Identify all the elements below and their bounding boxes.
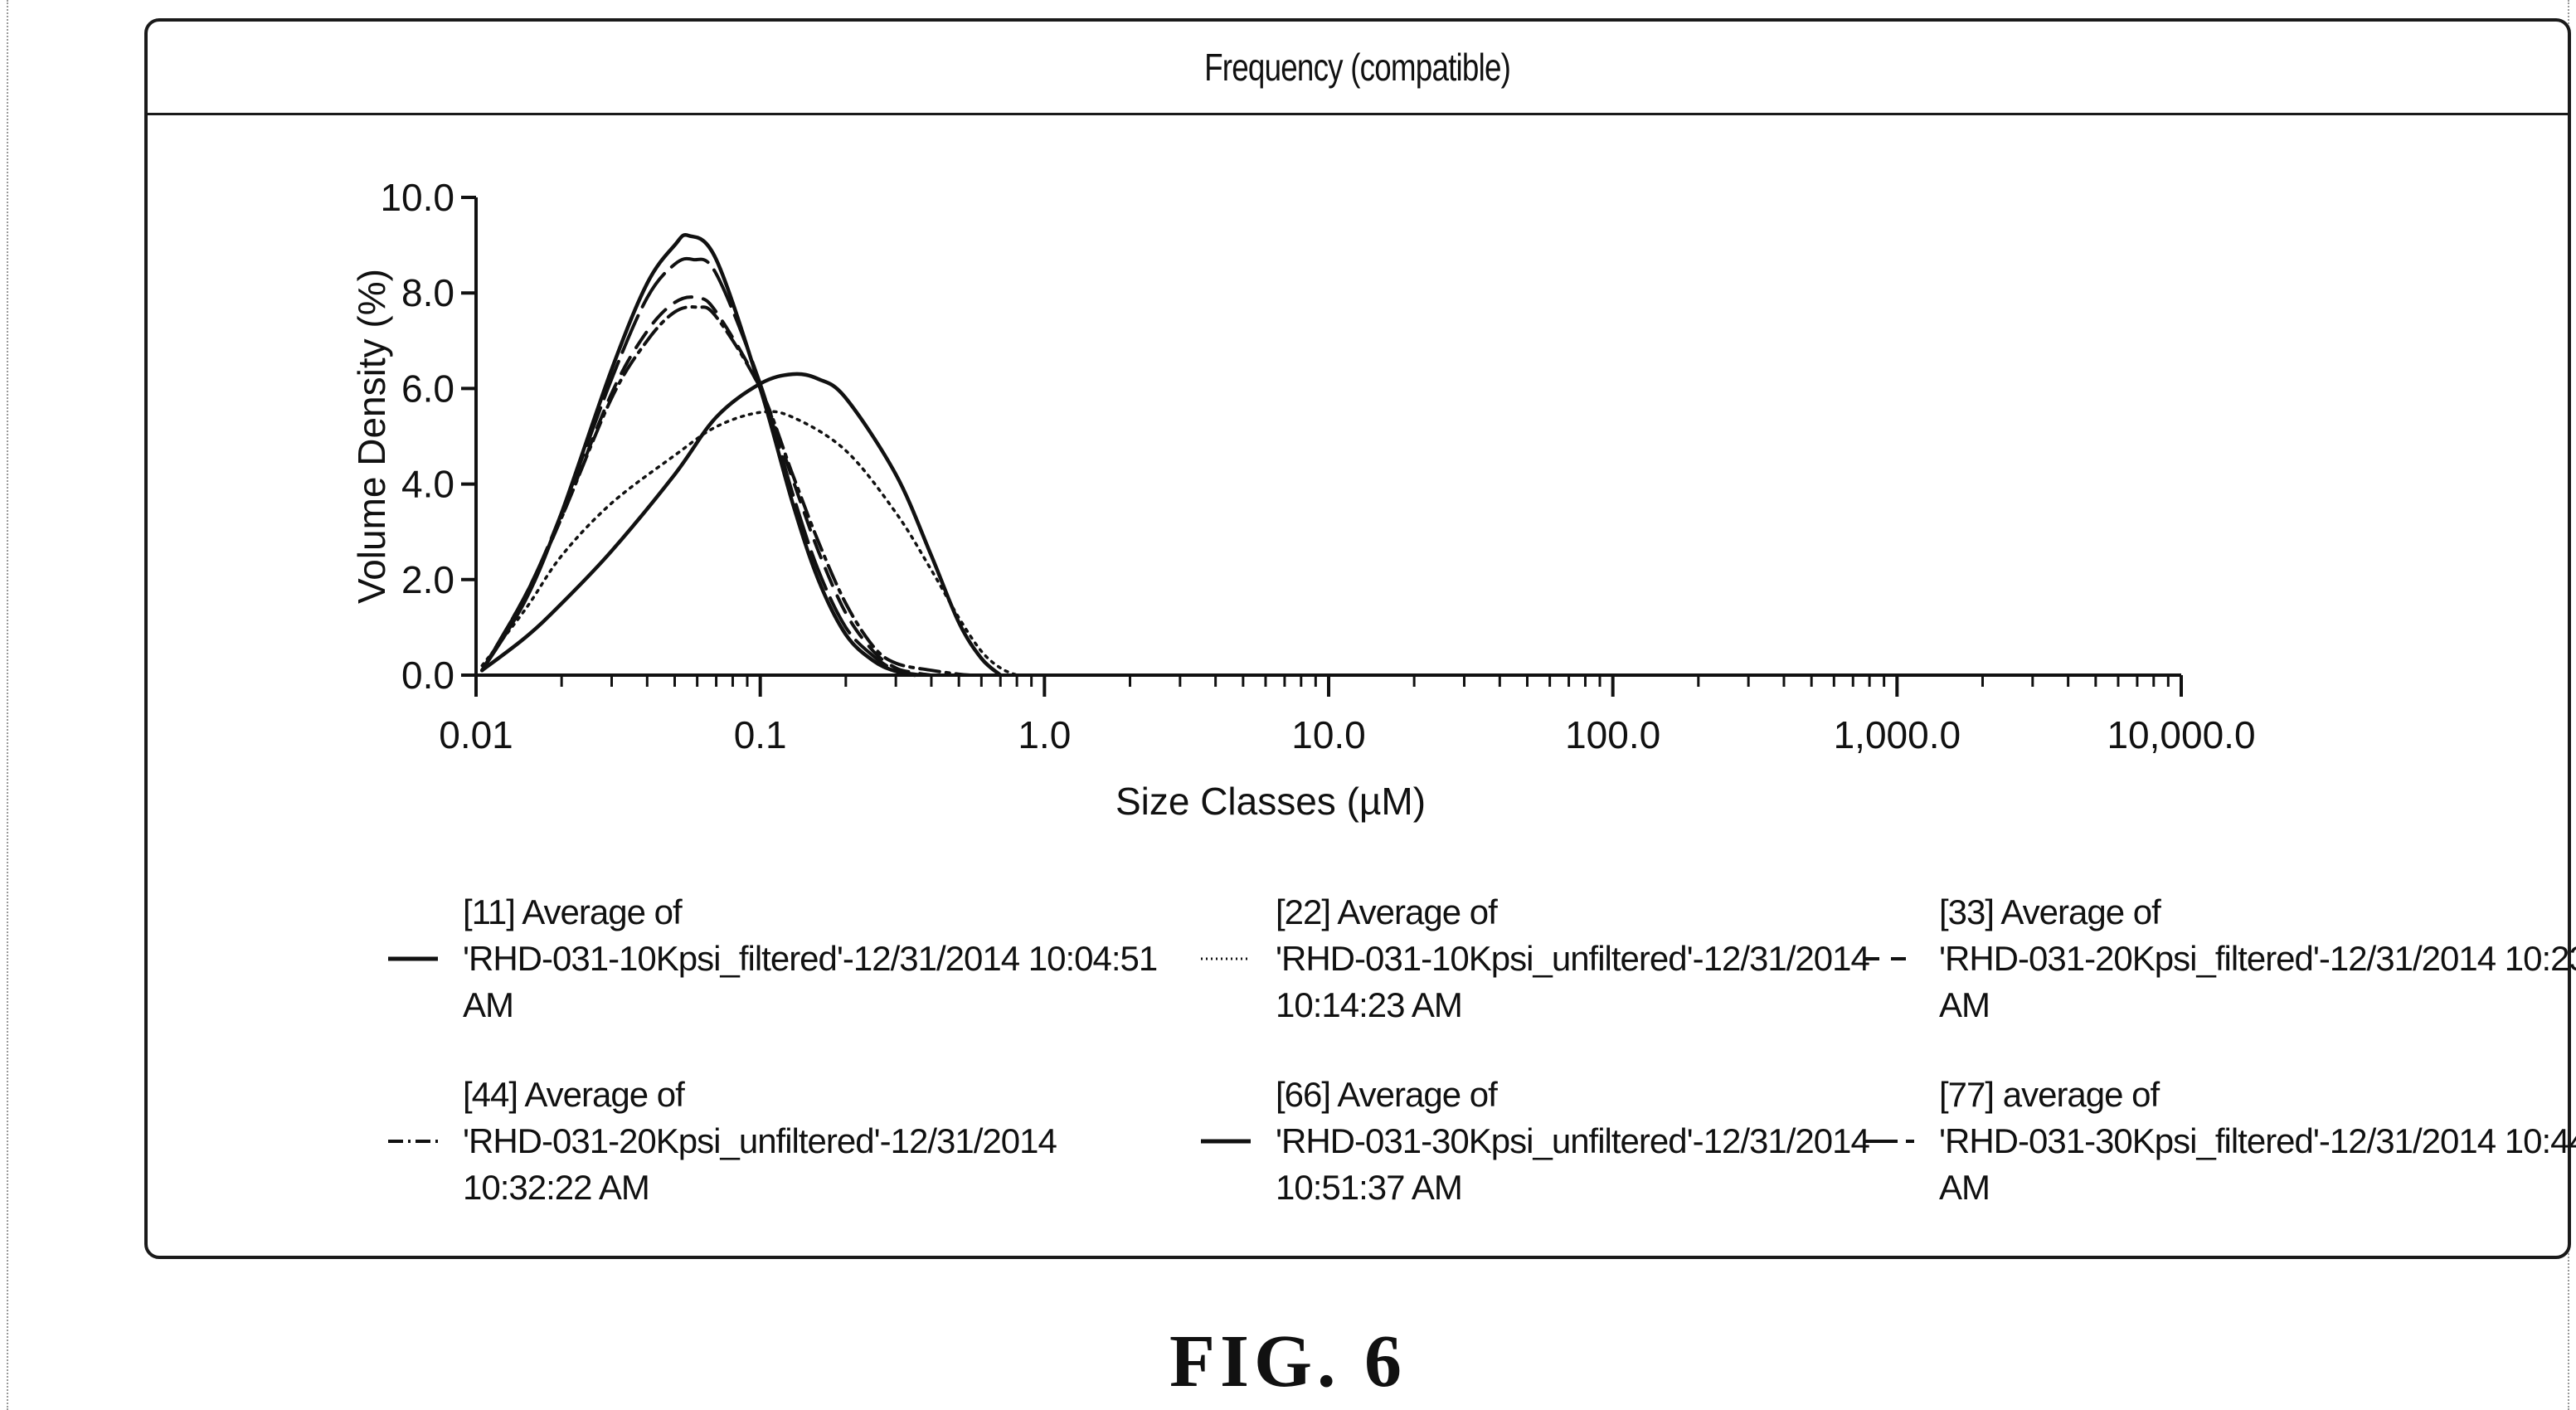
x-tick-label: 1.0 <box>1018 713 1071 756</box>
legend-line: 10:51:37 AM <box>1276 1168 1463 1207</box>
legend-line: AM <box>463 985 514 1024</box>
x-tick-label: 0.1 <box>734 713 787 756</box>
legend-label: [44] Average of 'RHD-031-20Kpsi_unfilter… <box>463 1072 1057 1211</box>
legend-item-44: [44] Average of 'RHD-031-20Kpsi_unfilter… <box>388 1050 1176 1233</box>
series-line-s33 <box>480 295 933 677</box>
x-axis-title: Size Classes (µM) <box>1115 780 1426 823</box>
chart-plot: 0.0 2.0 4.0 6.0 8.0 10.0 0.01 0.1 1.0 10.0 100.0 1,… <box>350 176 2256 823</box>
legend-line: [22] Average of <box>1276 892 1498 931</box>
legend-swatch-longdash <box>1864 1140 1914 1143</box>
legend-line: 'RHD-031-10Kpsi_unfiltered'-12/31/2014 <box>1276 939 1870 978</box>
y-tick-label: 10.0 <box>380 176 454 219</box>
x-tick-label: 0.01 <box>439 713 513 756</box>
chart-legend: [11] Average of 'RHD-031-10Kpsi_filtered… <box>388 868 2576 1233</box>
y-tick-label: 2.0 <box>401 558 454 601</box>
legend-line: 'RHD-031-30Kpsi_filtered'-12/31/2014 10:… <box>1939 1121 2576 1160</box>
y-tick-label: 0.0 <box>401 654 454 697</box>
legend-line: AM <box>1939 985 1990 1024</box>
x-tick-label: 10,000.0 <box>2107 713 2255 756</box>
y-axis-title: Volume Density (%) <box>350 269 393 604</box>
x-tick-label: 100.0 <box>1565 713 1660 756</box>
legend-swatch-dashdot <box>388 1140 438 1143</box>
legend-label: [66] Average of 'RHD-031-30Kpsi_unfilter… <box>1276 1072 1870 1211</box>
legend-line: [33] Average of <box>1939 892 2161 931</box>
y-tick-label: 4.0 <box>401 463 454 506</box>
legend-item-11: [11] Average of 'RHD-031-10Kpsi_filtered… <box>388 868 1176 1050</box>
legend-label: [11] Average of 'RHD-031-10Kpsi_filtered… <box>463 889 1158 1028</box>
legend-swatch-dashed <box>1864 957 1914 960</box>
chart-title: Frequency (compatible) <box>1204 46 1512 89</box>
legend-line: [11] Average of <box>463 892 683 931</box>
legend-line: 10:32:22 AM <box>463 1168 650 1207</box>
legend-line: 'RHD-031-30Kpsi_unfiltered'-12/31/2014 <box>1276 1121 1870 1160</box>
legend-label: [33] Average of 'RHD-031-20Kpsi_filtered… <box>1939 889 2576 1028</box>
panel-header: Frequency (compatible) <box>148 22 2568 115</box>
series-line-s77 <box>480 256 933 677</box>
legend-item-77: [77] average of 'RHD-031-30Kpsi_filtered… <box>1864 1050 2576 1233</box>
chart-panel: Frequency (compatible) 0.0 2.0 4.0 6.0 8.0 10… <box>144 18 2576 1259</box>
series-line-s22 <box>480 410 1018 677</box>
legend-line: 'RHD-031-10Kpsi_filtered'-12/31/2014 10:… <box>463 939 1158 978</box>
legend-swatch-solid <box>388 956 438 961</box>
legend-line: AM <box>1939 1168 1990 1207</box>
legend-line: 'RHD-031-20Kpsi_unfiltered'-12/31/2014 <box>463 1121 1057 1160</box>
series-line-s66 <box>480 372 1003 678</box>
legend-line: [66] Average of <box>1276 1075 1498 1114</box>
legend-item-66: [66] Average of 'RHD-031-30Kpsi_unfilter… <box>1201 1050 1870 1233</box>
legend-swatch-solid <box>1201 1139 1251 1144</box>
series-line-s44 <box>480 305 973 677</box>
figure-label: FIG. 6 <box>1169 1320 1407 1403</box>
legend-label: [77] average of 'RHD-031-30Kpsi_filtered… <box>1939 1072 2576 1211</box>
legend-line: [44] Average of <box>463 1075 685 1114</box>
legend-item-33: [33] Average of 'RHD-031-20Kpsi_filtered… <box>1864 868 2576 1050</box>
legend-item-22: [22] Average of 'RHD-031-10Kpsi_unfilter… <box>1201 868 1870 1050</box>
legend-swatch-dotted <box>1201 957 1251 960</box>
x-tick-label: 1,000.0 <box>1834 713 1961 756</box>
x-tick-label: 10.0 <box>1291 713 1366 756</box>
legend-line: 'RHD-031-20Kpsi_filtered'-12/31/2014 10:… <box>1939 939 2576 978</box>
legend-label: [22] Average of 'RHD-031-10Kpsi_unfilter… <box>1276 889 1870 1028</box>
legend-line: [77] average of <box>1939 1075 2160 1114</box>
legend-line: 10:14:23 AM <box>1276 985 1463 1024</box>
y-tick-label: 6.0 <box>401 367 454 410</box>
y-tick-label: 8.0 <box>401 271 454 314</box>
